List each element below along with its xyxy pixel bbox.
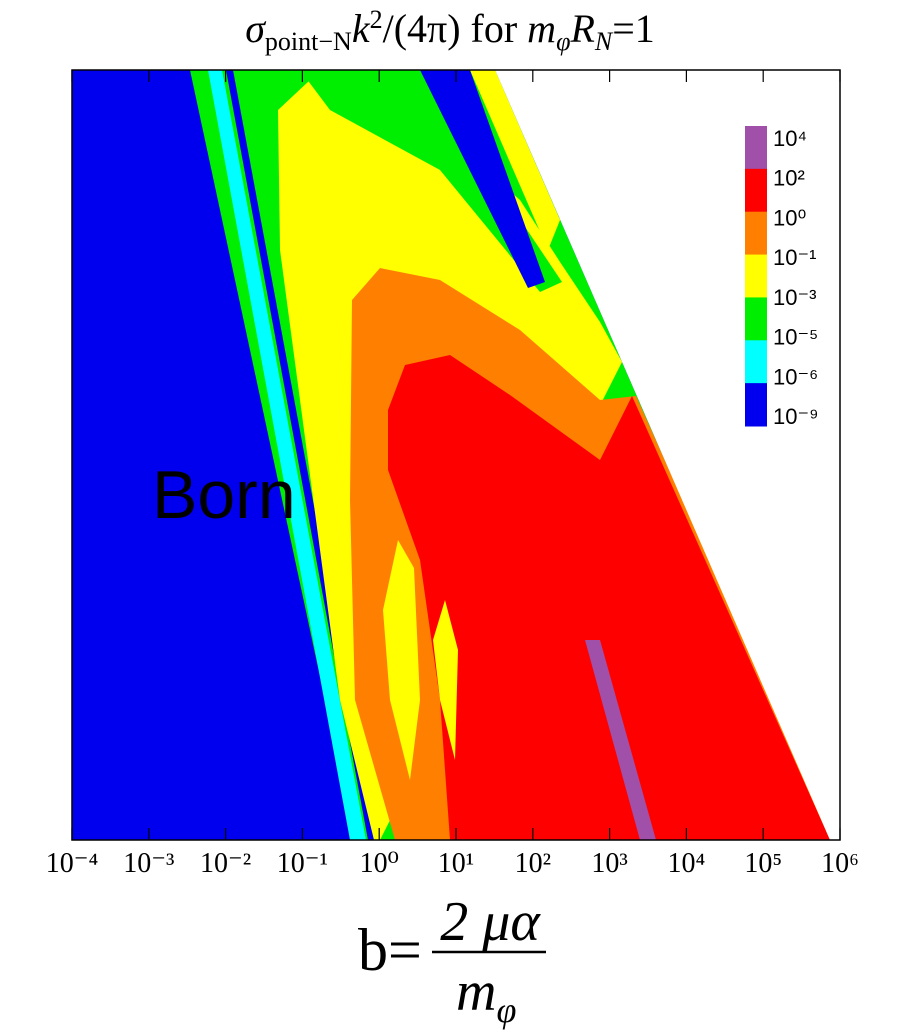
- colorbar-label: 10⁰: [773, 205, 806, 230]
- x-axis-label: b= 2 μα mφ: [358, 891, 546, 1030]
- contour-region: [208, 70, 366, 840]
- title-part: =1: [612, 6, 655, 51]
- colorbar-label: 10²: [773, 166, 805, 191]
- title-part: point−N: [265, 27, 352, 56]
- title-part: N: [594, 27, 614, 56]
- x-label-part: m: [456, 961, 496, 1023]
- chart-title: σpoint−Nk2/(4π) for mφRN=1: [245, 5, 655, 56]
- x-tick-label: 10⁶: [821, 848, 859, 879]
- colorbar-label: 10⁻⁶: [773, 364, 818, 389]
- x-tick-label: 10²: [515, 848, 551, 879]
- x-tick-label: 10⁵: [744, 848, 782, 879]
- title-part: k: [352, 6, 371, 51]
- colorbar-swatch: [745, 383, 767, 427]
- contour-regions: [72, 70, 840, 840]
- x-tick-label: 10⁻⁴: [46, 848, 99, 879]
- contour-region: [420, 70, 545, 288]
- contour-region: [300, 70, 562, 292]
- x-label-part: b=: [358, 917, 422, 983]
- title-part: /(4π) for: [383, 6, 528, 51]
- annotation: Born: [152, 457, 296, 533]
- contour-region: [433, 600, 458, 760]
- colorbar-label: 10⁻⁵: [773, 325, 818, 350]
- x-tick-label: 10⁴: [668, 848, 706, 879]
- colorbar-swatch: [745, 126, 767, 170]
- colorbar-swatch: [745, 211, 767, 256]
- colorbar-swatch: [745, 340, 767, 384]
- x-tick-label: 10⁻²: [200, 848, 251, 879]
- colorbar-label: 10⁻³: [773, 285, 816, 310]
- x-label-part: φ: [496, 990, 516, 1030]
- contour-region: [470, 70, 560, 250]
- x-tick-label: 10⁰: [360, 848, 399, 879]
- colorbar-label: 10⁻⁹: [773, 404, 819, 429]
- title-part: m: [527, 6, 556, 51]
- x-label-part: mφ: [456, 961, 516, 1030]
- x-tick-label: 10³: [591, 848, 627, 879]
- colorbar-swatch: [745, 168, 767, 213]
- title-part: φ: [556, 27, 570, 56]
- colorbar-swatch: [745, 254, 767, 298]
- x-tick-label: 10⁻¹: [277, 848, 328, 879]
- x-tick-label: 10⁻³: [123, 848, 174, 879]
- colorbar-swatch: [745, 297, 767, 341]
- colorbar-label: 10⁴: [773, 126, 807, 151]
- title-part: σ: [245, 6, 266, 51]
- colorbar-label: 10⁻¹: [773, 245, 816, 270]
- contour-region: [383, 540, 420, 780]
- contour-region: [585, 640, 656, 840]
- title-part: R: [569, 6, 594, 51]
- x-tick-label: 10¹: [438, 848, 474, 879]
- title-part: 2: [370, 5, 383, 34]
- x-label-part: 2 μα: [440, 891, 541, 953]
- contour-region: [388, 355, 830, 840]
